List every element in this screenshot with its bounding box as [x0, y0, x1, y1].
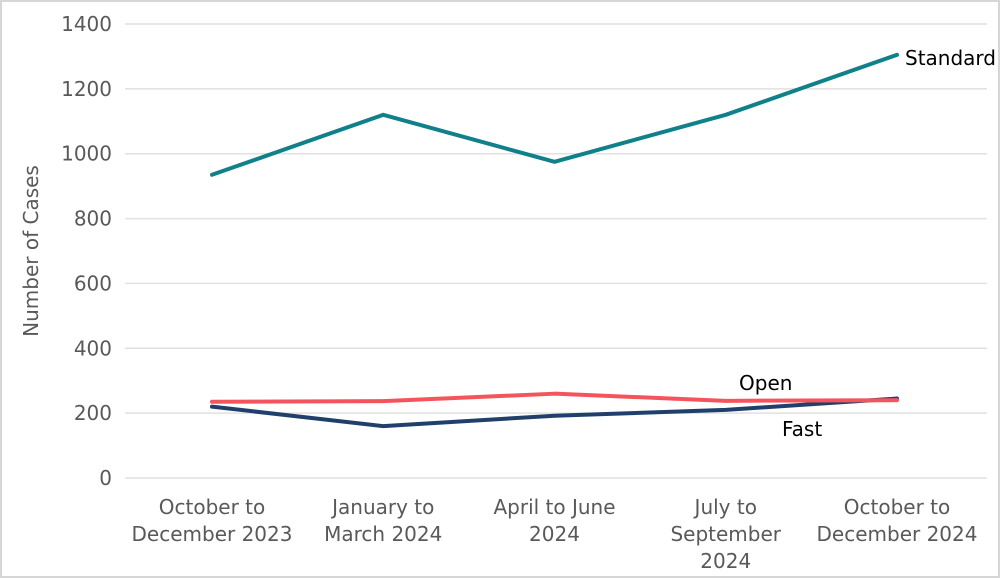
x-category-label: October to December 2023 [132, 495, 293, 546]
x-category-label-line: April to June [493, 495, 615, 519]
y-tick-label: 800 [74, 207, 112, 231]
series-line-fast [210, 396, 899, 429]
x-category-label-line: 2024 [529, 522, 580, 546]
x-category-label-line: December 2024 [817, 522, 978, 546]
x-category-label: July to September 2024 [670, 495, 781, 573]
y-tick-label: 200 [74, 401, 112, 425]
y-tick-label: 600 [74, 271, 112, 295]
y-tick-label: 0 [99, 466, 112, 490]
x-category-label-line: December 2023 [132, 522, 293, 546]
x-category-label-line: March 2024 [324, 522, 442, 546]
x-category-label-line: October to [159, 495, 265, 519]
series-label-standard: Standard [905, 46, 996, 70]
x-category-label-line: 2024 [700, 549, 751, 573]
x-category-label-line: October to [844, 495, 950, 519]
x-category-label-line: January to [330, 495, 434, 519]
series-line-open [210, 391, 899, 404]
x-category-label-line: July to [693, 495, 757, 519]
y-tick-label: 1000 [61, 142, 112, 166]
series-label-fast: Fast [782, 417, 822, 441]
x-category-label: January to March 2024 [324, 495, 442, 546]
y-axis-title: Number of Cases [19, 165, 43, 337]
x-category-label: April to June 2024 [493, 495, 615, 546]
y-tick-label: 1400 [61, 12, 112, 36]
series-label-open: Open [739, 371, 792, 395]
x-category-label: October to December 2024 [817, 495, 978, 546]
y-tick-label: 400 [74, 336, 112, 360]
series-line-standard [210, 52, 899, 177]
y-tick-label: 1200 [61, 77, 112, 101]
x-category-label-line: September [670, 522, 781, 546]
